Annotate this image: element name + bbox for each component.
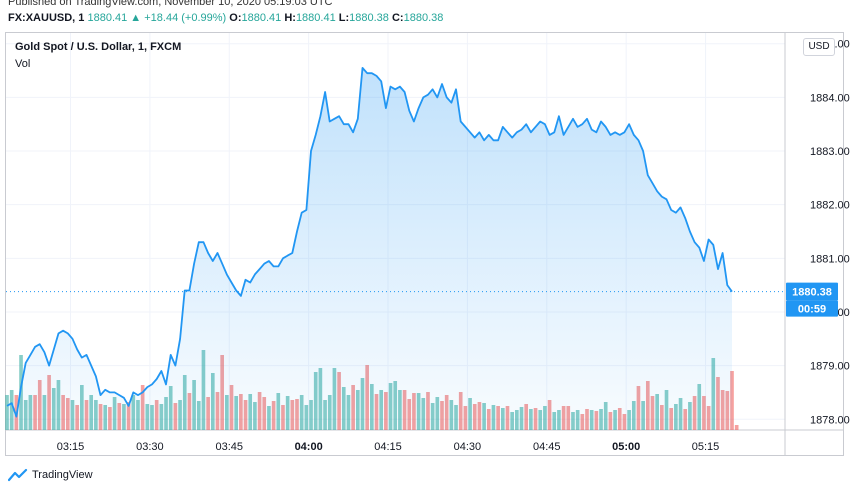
- high-value: 1880.41: [295, 12, 336, 24]
- tradingview-brand: TradingView: [32, 469, 93, 481]
- last-price: 1880.41: [87, 12, 128, 24]
- ohlc-strip: FX:XAUUSD, 1 1880.41 ▲ +18.44 (+0.99%) O…: [8, 12, 443, 24]
- x-tick-label: 03:15: [57, 441, 85, 453]
- y-tick-label: 1878.00: [810, 414, 850, 426]
- published-caption: Published on TradingView.com, November 1…: [8, 0, 333, 8]
- change-value: +18.44 (+0.99%): [144, 12, 227, 24]
- countdown-tag-label: 00:59: [798, 304, 826, 316]
- y-tick-label: 1882.00: [810, 200, 850, 212]
- open-label: O:: [229, 12, 242, 24]
- last-price-tag: [786, 282, 838, 301]
- high-label: H:: [284, 12, 296, 24]
- close-value: 1880.38: [403, 12, 444, 24]
- y-tick-label: 1879.00: [810, 361, 850, 373]
- countdown-tag: [786, 300, 838, 317]
- x-tick-label: 04:45: [533, 441, 561, 453]
- y-tick-label: 1883.00: [810, 146, 850, 158]
- x-tick-label: 04:30: [454, 441, 482, 453]
- symbol-label: FX:XAUUSD, 1: [8, 12, 85, 24]
- price-line: [6, 67, 733, 418]
- x-tick-label: 05:15: [692, 441, 720, 453]
- close-label: C:: [391, 12, 404, 24]
- x-tick-label: 04:15: [374, 441, 402, 453]
- low-label: L:: [338, 12, 350, 24]
- tradingview-logo-icon: [8, 468, 28, 482]
- legend-title: Gold Spot / U.S. Dollar, 1, FXCM: [15, 41, 182, 53]
- x-tick-label: 03:30: [136, 441, 164, 453]
- x-tick-label: 05:00: [612, 441, 640, 453]
- y-tick-label: 1884.00: [810, 92, 850, 104]
- legend-volume: Vol: [15, 58, 31, 70]
- tradingview-footer[interactable]: TradingView: [8, 468, 93, 482]
- y-tick-label: 1881.00: [810, 253, 850, 265]
- currency-button[interactable]: USD: [803, 38, 835, 56]
- x-tick-label: 03:45: [215, 441, 243, 453]
- open-value: 1880.41: [241, 12, 282, 24]
- last-price-tag-label: 1880.38: [792, 287, 832, 299]
- chart-frame: [5, 32, 844, 456]
- low-value: 1880.38: [349, 12, 389, 24]
- volume-bar: [734, 425, 739, 430]
- up-arrow-icon: ▲: [130, 12, 142, 24]
- price-area: [7, 67, 732, 431]
- x-tick-label: 04:00: [295, 441, 323, 453]
